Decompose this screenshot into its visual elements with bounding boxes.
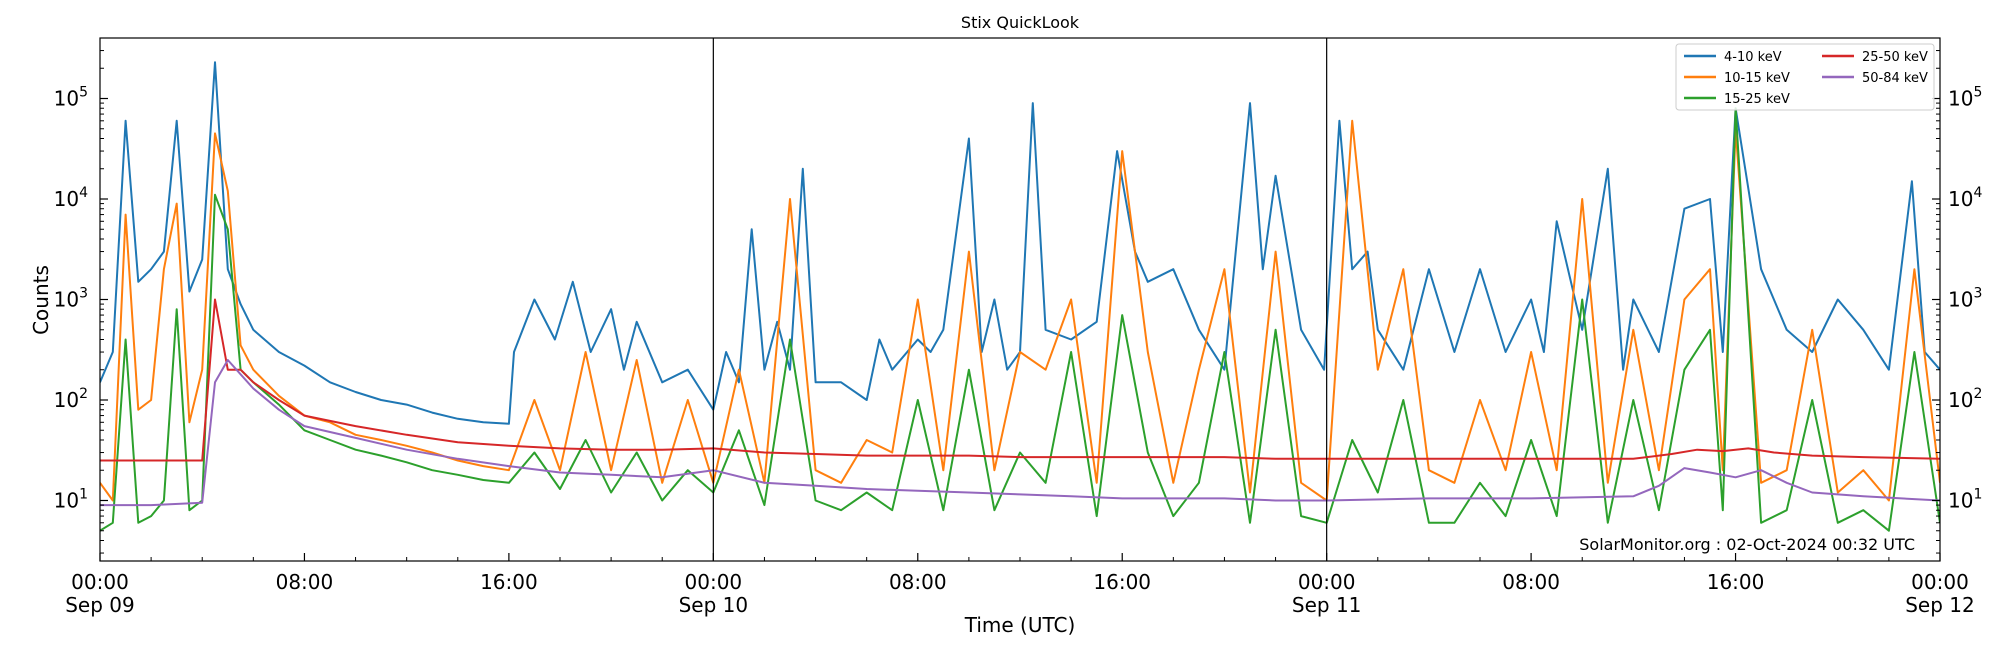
x-tick-label: 00:00 xyxy=(1911,570,1969,594)
y-tick-label-right: 103 xyxy=(1948,286,1982,312)
x-tick-label: 08:00 xyxy=(889,570,947,594)
y-tick-label-left: 102 xyxy=(54,386,88,412)
y-tick-label-left: 103 xyxy=(54,286,88,312)
series-line-15-25-kev xyxy=(100,107,1940,532)
legend-label: 25-50 keV xyxy=(1862,50,1928,65)
x-tick-label: 16:00 xyxy=(480,570,538,594)
x-tick-date-label: Sep 09 xyxy=(65,593,135,617)
legend-box xyxy=(1675,43,1935,111)
series-line-10-15-kev xyxy=(100,119,1940,502)
y-tick-label-left: 104 xyxy=(54,185,88,211)
x-axis-label: Time (UTC) xyxy=(964,613,1076,637)
y-axis-label: Counts xyxy=(29,265,53,335)
x-tick-label: 08:00 xyxy=(276,570,334,594)
x-tick-date-label: Sep 12 xyxy=(1905,593,1975,617)
series-layer xyxy=(100,61,1940,532)
y-tick-label-right: 102 xyxy=(1948,386,1982,412)
series-line-50-84-kev xyxy=(100,359,1940,507)
y-tick-label-left: 105 xyxy=(54,85,88,111)
x-tick-date-label: Sep 10 xyxy=(679,593,749,617)
x-tick-label: 16:00 xyxy=(1707,570,1765,594)
legend: 4-10 keV 10-15 keV 15-25 keV 25-50 keV 50-84… xyxy=(1675,43,1935,111)
x-tick-label: 00:00 xyxy=(685,570,743,594)
x-tick-label: 00:00 xyxy=(71,570,129,594)
y-tick-label-right: 105 xyxy=(1948,85,1982,111)
chart-title: Stix QuickLook xyxy=(961,13,1080,32)
legend-items: 4-10 keV 10-15 keV 15-25 keV 25-50 keV 50-84… xyxy=(1684,50,1928,107)
series-line-4-10-kev xyxy=(100,61,1940,425)
day-divider-layer xyxy=(712,38,1328,561)
x-tick-date-label: Sep 11 xyxy=(1292,593,1362,617)
y-tick-label-left: 101 xyxy=(54,486,88,512)
legend-label: 15-25 keV xyxy=(1724,92,1790,107)
legend-label: 4-10 keV xyxy=(1724,50,1782,65)
x-tick-label: 08:00 xyxy=(1502,570,1560,594)
source-annotation: SolarMonitor.org : 02-Oct-2024 00:32 UTC xyxy=(1579,535,1915,554)
x-tick-label: 00:00 xyxy=(1298,570,1356,594)
legend-label: 50-84 keV xyxy=(1862,71,1928,86)
x-tick-label: 16:00 xyxy=(1093,570,1151,594)
y-tick-label-right: 101 xyxy=(1948,486,1982,512)
legend-label: 10-15 keV xyxy=(1724,71,1790,86)
y-tick-label-right: 104 xyxy=(1948,185,1982,211)
series-line-25-50-kev xyxy=(100,298,1940,462)
